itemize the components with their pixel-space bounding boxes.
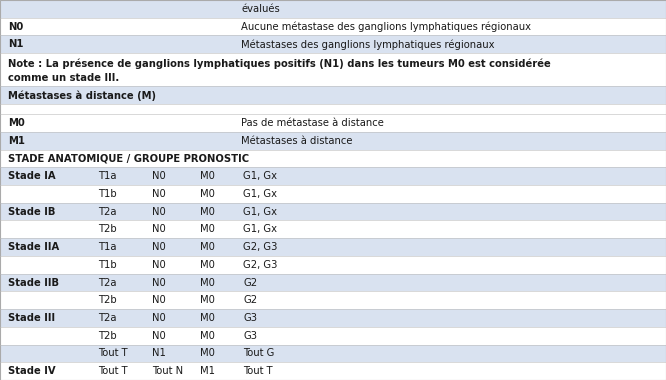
Text: comme un stade III.: comme un stade III. [8,73,119,83]
Text: Métastases à distance: Métastases à distance [241,136,352,146]
Text: N0: N0 [152,207,166,217]
Text: Stade IIA: Stade IIA [8,242,59,252]
Text: G1, Gx: G1, Gx [243,207,277,217]
Text: M0: M0 [200,242,214,252]
Text: N0: N0 [152,295,166,305]
Text: N0: N0 [152,313,166,323]
Bar [0,256,666,274]
Text: G3: G3 [243,313,257,323]
Text: N0: N0 [152,242,166,252]
Text: N0: N0 [152,260,166,270]
Text: STADE ANATOMIQUE / GROUPE PRONOSTIC: STADE ANATOMIQUE / GROUPE PRONOSTIC [8,154,249,163]
Text: Pas de métastase à distance: Pas de métastase à distance [241,118,384,128]
Bar [0,238,666,256]
Bar [0,274,666,291]
Bar [0,0,666,18]
Text: T2a: T2a [99,313,117,323]
Text: G2, G3: G2, G3 [243,242,278,252]
Text: T1a: T1a [99,171,117,181]
Text: T1a: T1a [99,242,117,252]
Text: M0: M0 [200,331,214,341]
Bar [0,327,666,345]
Bar [0,203,666,220]
Text: M0: M0 [200,189,214,199]
Bar [0,104,666,114]
Text: T2a: T2a [99,207,117,217]
Text: M0: M0 [200,277,214,288]
Text: Tout N: Tout N [152,366,183,376]
Text: Stade IB: Stade IB [8,207,55,217]
Bar [0,362,666,380]
Text: G1, Gx: G1, Gx [243,171,277,181]
Text: M0: M0 [8,118,25,128]
Text: G1, Gx: G1, Gx [243,224,277,234]
Text: Stade IIB: Stade IIB [8,277,59,288]
Bar [0,53,666,86]
Text: N0: N0 [152,224,166,234]
Text: G3: G3 [243,331,257,341]
Text: T1b: T1b [99,189,117,199]
Text: G2: G2 [243,277,257,288]
Text: N0: N0 [152,171,166,181]
Text: N0: N0 [152,331,166,341]
Text: M0: M0 [200,348,214,358]
Text: Stade IA: Stade IA [8,171,56,181]
Text: G1, Gx: G1, Gx [243,189,277,199]
Text: N1: N1 [8,39,23,49]
Text: Métastases des ganglions lymphatiques régionaux: Métastases des ganglions lymphatiques ré… [241,39,495,49]
Text: Tout T: Tout T [243,366,272,376]
Text: N0: N0 [152,189,166,199]
Text: M0: M0 [200,313,214,323]
Bar [0,132,666,150]
Text: Aucune métastase des ganglions lymphatiques régionaux: Aucune métastase des ganglions lymphatiq… [241,21,531,32]
Text: Tout T: Tout T [99,348,128,358]
Bar [0,185,666,203]
Text: T2b: T2b [99,295,117,305]
Text: Tout G: Tout G [243,348,274,358]
Text: G2: G2 [243,295,257,305]
Text: T2a: T2a [99,277,117,288]
Text: G2, G3: G2, G3 [243,260,278,270]
Text: T2b: T2b [99,224,117,234]
Text: T2b: T2b [99,331,117,341]
Text: Tout T: Tout T [99,366,128,376]
Bar [0,345,666,362]
Text: N0: N0 [8,22,23,32]
Text: M0: M0 [200,295,214,305]
Text: N0: N0 [152,277,166,288]
Bar [0,309,666,327]
Text: M0: M0 [200,260,214,270]
Text: Stade IV: Stade IV [8,366,56,376]
Bar [0,86,666,104]
Bar [0,167,666,185]
Bar [0,18,666,35]
Bar [0,291,666,309]
Bar [0,220,666,238]
Bar [0,114,666,132]
Text: M0: M0 [200,171,214,181]
Text: M0: M0 [200,224,214,234]
Text: Stade III: Stade III [8,313,55,323]
Text: Note : La présence de ganglions lymphatiques positifs (N1) dans les tumeurs M0 e: Note : La présence de ganglions lymphati… [8,58,551,68]
Text: M1: M1 [8,136,25,146]
Bar [0,35,666,53]
Text: M1: M1 [200,366,215,376]
Text: Métastases à distance (M): Métastases à distance (M) [8,90,156,101]
Text: M0: M0 [200,207,214,217]
Text: évalués: évalués [241,4,280,14]
Bar [0,150,666,167]
Text: T1b: T1b [99,260,117,270]
Text: N1: N1 [152,348,166,358]
